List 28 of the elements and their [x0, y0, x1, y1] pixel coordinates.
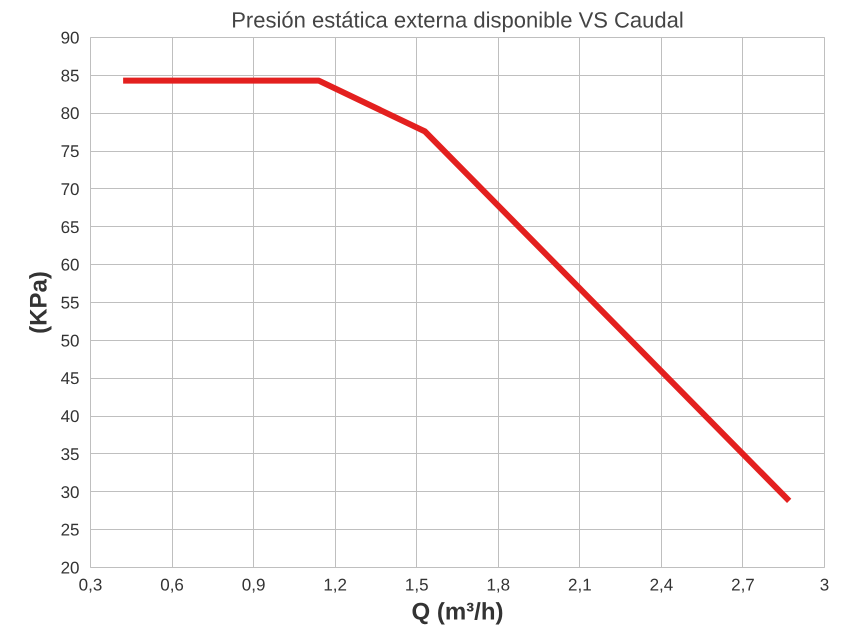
x-tick-label: 2,7 — [731, 576, 755, 594]
y-tick-label: 30 — [60, 482, 80, 502]
y-tick-label: 40 — [60, 407, 80, 426]
y-tick-label: 25 — [60, 520, 80, 540]
y-axis-title: (KPa) — [26, 271, 53, 334]
chart-title: Presión estática externa disponible VS Caudal — [231, 8, 684, 32]
x-tick-label: 3 — [820, 576, 830, 594]
y-tick-label: 75 — [60, 142, 80, 162]
y-tick-label: 85 — [60, 66, 80, 86]
x-tick-label: 0,3 — [78, 576, 102, 594]
y-tick-label: 55 — [60, 294, 80, 312]
y-tick-label: 50 — [60, 331, 80, 350]
y-tick-label: 80 — [60, 104, 80, 124]
x-tick-label: 0,6 — [160, 576, 184, 594]
x-axis-title: Q (m³/h) — [412, 598, 504, 626]
y-tick-label: 65 — [60, 218, 80, 237]
y-tick-label: 20 — [60, 558, 80, 578]
x-tick-label: 0,9 — [242, 576, 266, 594]
x-tick-label: 1,8 — [486, 576, 510, 594]
y-tick-label: 45 — [60, 369, 80, 388]
y-tick-label: 70 — [60, 180, 80, 199]
y-tick-label: 35 — [60, 444, 80, 464]
x-tick-label: 2,1 — [568, 576, 592, 594]
x-tick-label: 1,5 — [404, 576, 429, 594]
y-tick-label: 60 — [60, 256, 80, 275]
x-tick-label: 2,4 — [650, 576, 674, 594]
x-tick-label: 1,2 — [323, 576, 347, 594]
y-tick-label: 90 — [60, 28, 80, 48]
